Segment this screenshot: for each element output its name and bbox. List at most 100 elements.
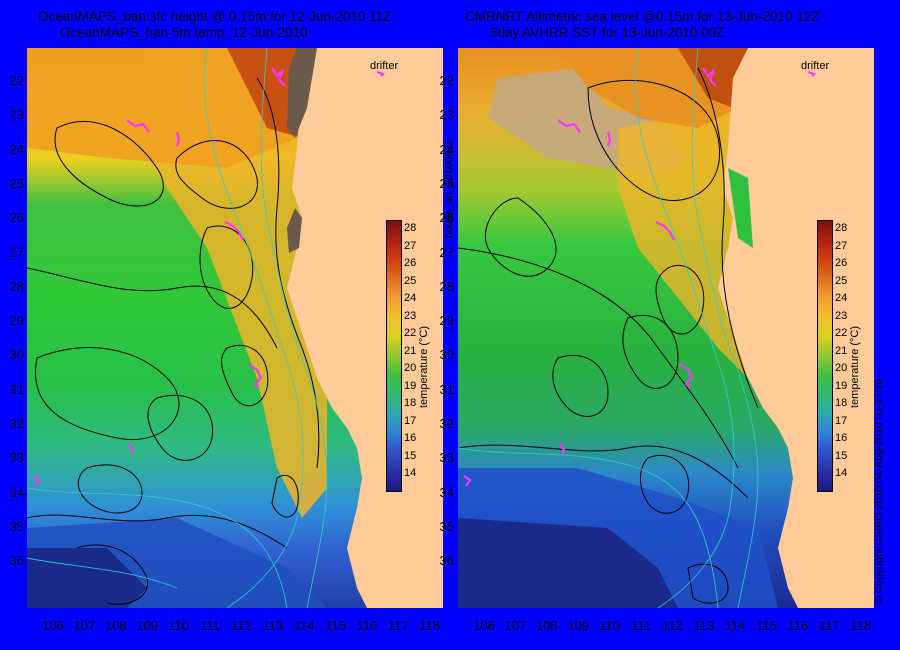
longitude-tick: 114 xyxy=(724,618,746,633)
longitude-tick: 110 xyxy=(599,618,620,633)
left-colorbar xyxy=(386,220,402,492)
colorbar-tick: 16 xyxy=(404,432,417,444)
latitude-tick: 28 xyxy=(439,278,454,294)
longitude-tick: 117 xyxy=(388,618,409,633)
colorbar-tick: 18 xyxy=(835,397,848,409)
longitude-tick: 113 xyxy=(693,618,715,633)
longitude-tick: 115 xyxy=(756,618,777,633)
colorbar-tick: 26 xyxy=(835,257,848,269)
colorbar-tick: 23 xyxy=(404,309,417,322)
latitude-tick: 24 xyxy=(9,141,24,157)
longitude-tick: 109 xyxy=(136,618,159,633)
longitude-tick: 108 xyxy=(535,618,558,633)
colorbar-tick: 17 xyxy=(835,414,848,427)
colorbar-tick: 28 xyxy=(835,222,848,234)
colorbar-tick: 20 xyxy=(404,362,417,374)
latitude-tick: 25 xyxy=(9,175,24,191)
latitude-tick: 32 xyxy=(9,416,24,431)
colorbar-tick: 19 xyxy=(404,379,417,392)
latitude-tick: 24 xyxy=(439,141,454,157)
run-id-text: bodas_an_20100612 xyxy=(443,139,455,238)
longitude-tick: 116 xyxy=(356,618,378,633)
ssh-contours xyxy=(27,77,320,605)
latitude-tick: 33 xyxy=(439,450,454,466)
colorbar-tick: 27 xyxy=(835,239,848,252)
latitude-tick: 25 xyxy=(439,175,454,191)
longitude-tick: 116 xyxy=(787,618,809,633)
drifter-tracks xyxy=(463,67,817,487)
colorbar-tick: 26 xyxy=(404,257,417,269)
colorbar-tick: 15 xyxy=(404,449,417,462)
left-title-line1: OceanMAPS_ban sfc height @ 0.15m for 12-… xyxy=(38,9,392,24)
colorbar-tick: 21 xyxy=(835,344,848,357)
longitude-tick: 106 xyxy=(473,618,495,633)
latitude-tick: 27 xyxy=(439,244,454,260)
latitude-tick: 34 xyxy=(439,484,454,500)
colorbar-tick: 22 xyxy=(404,327,417,339)
cold-south-core xyxy=(458,518,678,608)
bathymetry-contours xyxy=(458,48,759,608)
longitude-tick: 118 xyxy=(850,618,872,633)
right-map-panel xyxy=(458,48,874,608)
latitude-tick: 29 xyxy=(9,313,24,329)
hot-north-spot xyxy=(678,48,748,108)
colorbar-tick: 22 xyxy=(835,327,848,339)
latitude-tick: 22 xyxy=(9,73,24,88)
colorbar-tick: 21 xyxy=(404,344,417,357)
latitude-tick: 26 xyxy=(439,210,454,226)
longitude-tick: 114 xyxy=(293,618,315,633)
left-map-svg xyxy=(27,48,443,608)
latitude-tick: 23 xyxy=(9,107,24,123)
copyright-text: © Copyright CSIRO 2010 04-Aug-2010 03:37… xyxy=(873,378,885,604)
colorbar-tick: 23 xyxy=(835,309,848,322)
longitude-tick: 117 xyxy=(819,618,840,633)
right-colorbar-label: temperature (°C) xyxy=(849,325,861,408)
longitude-tick: 118 xyxy=(419,618,441,633)
colorbar-tick: 18 xyxy=(404,397,417,409)
latitude-tick: 23 xyxy=(439,107,454,123)
latitude-tick: 34 xyxy=(9,484,24,500)
latitude-tick: 36 xyxy=(9,553,24,569)
left-title-line2: OceanMAPS_ban 5m temp. 12-Jun-2010 xyxy=(60,25,308,40)
latitude-tick: 36 xyxy=(439,553,454,569)
warm-coastal-band xyxy=(147,48,327,518)
right-title-line1: CMRNRT Altimetric sea level @0.15m for 1… xyxy=(465,9,820,24)
right-title-line2: 3day AVHRR SST for 13-Jun-2010 00Z xyxy=(490,25,725,40)
latitude-tick: 33 xyxy=(9,450,24,466)
dark-land-mid xyxy=(287,208,302,253)
colorbar-tick: 25 xyxy=(404,274,417,287)
latitude-tick: 32 xyxy=(439,416,454,431)
colorbar-tick: 20 xyxy=(835,362,848,374)
longitude-tick: 111 xyxy=(200,618,220,633)
colorbar-tick: 25 xyxy=(835,274,848,287)
right-colorbar xyxy=(817,220,833,492)
land xyxy=(287,48,443,608)
bathymetry-contours xyxy=(27,48,328,608)
colorbar-tick: 14 xyxy=(404,467,417,479)
colorbar-tick: 27 xyxy=(404,239,417,252)
coastal-green-strip xyxy=(728,168,753,248)
longitude-tick: 111 xyxy=(631,618,651,633)
longitude-tick: 113 xyxy=(262,618,284,633)
latitude-tick: 31 xyxy=(439,381,454,397)
drifter-tracks xyxy=(32,67,386,487)
latitude-tick: 28 xyxy=(9,278,24,294)
colorbar-tick: 19 xyxy=(835,379,848,392)
right-map-svg xyxy=(458,48,874,608)
left-map-panel xyxy=(27,48,443,608)
colorbar-tick: 15 xyxy=(835,449,848,462)
colorbar-tick: 16 xyxy=(835,432,848,444)
longitude-tick: 108 xyxy=(104,618,127,633)
latitude-tick: 31 xyxy=(9,381,24,397)
colorbar-tick: 17 xyxy=(404,414,417,427)
longitude-tick: 110 xyxy=(168,618,189,633)
right-drifter-label: drifter xyxy=(801,60,830,72)
latitude-tick: 30 xyxy=(9,347,24,363)
colorbar-tick: 24 xyxy=(404,292,417,304)
colorbar-tick: 14 xyxy=(835,467,848,479)
latitude-tick: 30 xyxy=(439,347,454,363)
warm-coastal-band xyxy=(618,108,758,378)
colorbar-tick: 28 xyxy=(404,222,417,234)
longitude-tick: 112 xyxy=(662,618,683,633)
longitude-tick: 112 xyxy=(231,618,252,633)
